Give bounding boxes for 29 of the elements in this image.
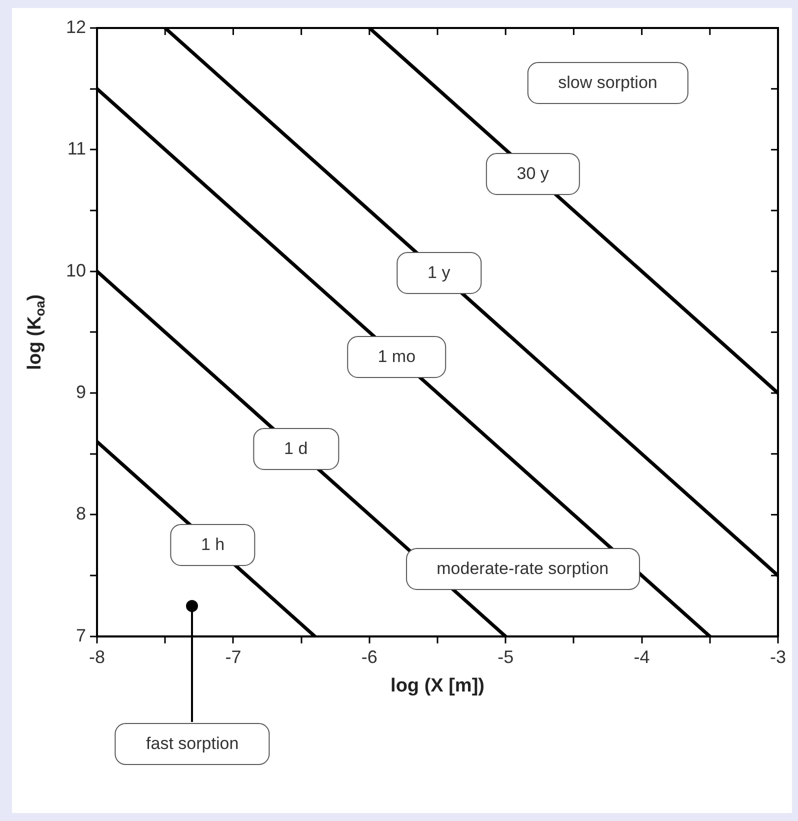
label-box: 1 d (253, 428, 339, 470)
y-tick-label: 11 (67, 138, 86, 159)
label-box: 1 h (170, 524, 256, 566)
annotation: 1 mo (378, 346, 416, 366)
label-box: moderate-rate sorption (406, 548, 640, 590)
label-box: 30 y (486, 153, 580, 196)
label-box: 1 mo (346, 336, 447, 378)
y-tick-label: 8 (76, 504, 86, 524)
x-tick-label: -8 (89, 647, 106, 668)
annotation: 1 y (428, 262, 450, 282)
x-tick-label: -4 (634, 647, 650, 668)
y-tick-label: 7 (76, 625, 86, 646)
label-box: fast sorption (115, 723, 270, 766)
annotation: 30 y (516, 164, 549, 184)
label-box: 1 y (396, 252, 482, 294)
x-tick-label: -6 (361, 647, 378, 668)
annotation: 1 h (200, 535, 225, 554)
y-tick-label: 10 (66, 260, 86, 280)
annotation: moderate-rate sorption (436, 559, 609, 578)
y-axis-title: log (Koa) (24, 294, 48, 370)
x-tick-label: -7 (225, 647, 242, 668)
label-box: slow sorption (527, 62, 688, 104)
x-tick-label: -5 (498, 647, 514, 668)
annotation: 1 d (284, 439, 308, 458)
y-tick-label: 12 (66, 16, 86, 37)
x-axis-title: log (X [m]) (390, 676, 484, 697)
y-tick-label: 9 (76, 382, 86, 402)
x-tick-label: -3 (770, 647, 786, 668)
annotation: slow sorption (558, 72, 658, 92)
